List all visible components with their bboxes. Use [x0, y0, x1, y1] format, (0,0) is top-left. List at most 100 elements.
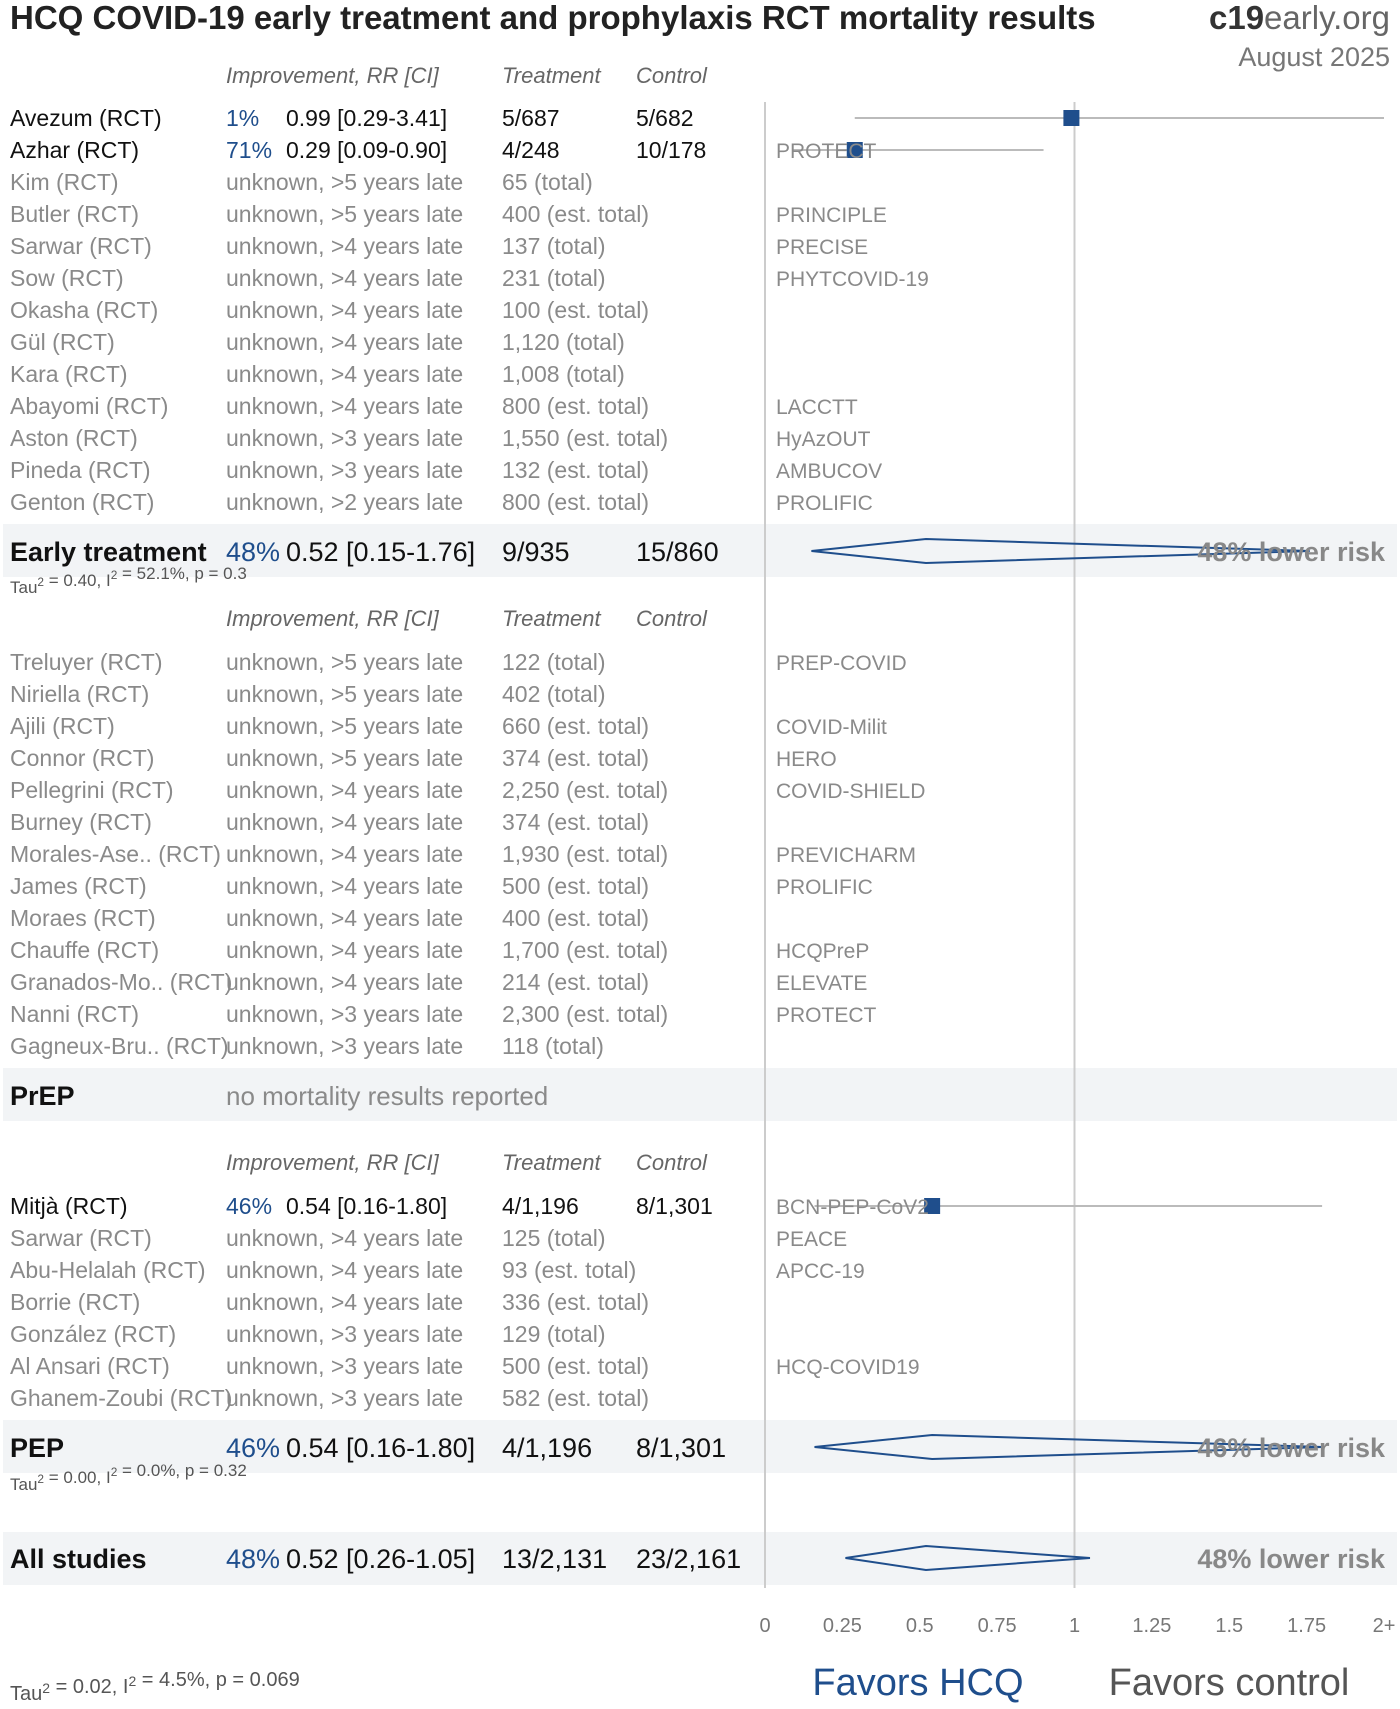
study-name: Genton (RCT) [10, 489, 154, 515]
study-name: Moraes (RCT) [10, 905, 156, 931]
study-trial-name: PRINCIPLE [776, 204, 887, 227]
study-name: Butler (RCT) [10, 201, 139, 227]
study-trial-name: AMBUCOV [776, 460, 882, 483]
study-treatment: 137 (total) [502, 233, 606, 259]
report-date: August 2025 [1238, 42, 1390, 72]
study-trial-name: PHYTCOVID-19 [776, 268, 929, 291]
summary-risk-text: 48% lower risk [1197, 537, 1386, 567]
study-name: Mitjà (RCT) [10, 1193, 128, 1219]
column-header-improvement: Improvement, RR [CI] [226, 606, 440, 631]
study-name: James (RCT) [10, 873, 147, 899]
study-status: unknown, >5 years late [226, 169, 463, 195]
study-treatment: 582 (est. total) [502, 1385, 649, 1411]
summary-label: Early treatment [10, 537, 207, 567]
summary-improvement-pct: 48% [226, 537, 280, 567]
x-tick-label: 1.25 [1132, 1615, 1171, 1637]
study-status: unknown, >3 years late [226, 1321, 463, 1347]
study-name: Borrie (RCT) [10, 1289, 140, 1315]
summary-treatment: 9/935 [502, 537, 570, 567]
study-treatment: 400 (est. total) [502, 905, 649, 931]
study-status: unknown, >3 years late [226, 1385, 463, 1411]
study-control: 5/682 [636, 105, 694, 131]
summary-note: no mortality results reported [226, 1081, 548, 1111]
overall-heterogeneity-stats: Tau2 = 0.02, I2 = 4.5%, p = 0.069 [10, 1669, 300, 1705]
study-status: unknown, >4 years late [226, 1289, 463, 1315]
site-logo: c19early.org [1209, 0, 1390, 36]
study-treatment: 129 (total) [502, 1321, 606, 1347]
study-treatment: 2,300 (est. total) [502, 1001, 668, 1027]
study-name: Ghanem-Zoubi (RCT) [10, 1385, 232, 1411]
study-status: unknown, >5 years late [226, 745, 463, 771]
study-treatment: 500 (est. total) [502, 873, 649, 899]
summary-band [3, 1068, 1397, 1121]
study-treatment: 4/248 [502, 137, 560, 163]
overall-band [3, 1532, 1397, 1585]
summary-control: 15/860 [636, 537, 719, 567]
overall-improvement-pct: 48% [226, 1544, 280, 1574]
study-name: Aston (RCT) [10, 425, 138, 451]
study-improvement-pct: 1% [226, 105, 259, 131]
study-status: unknown, >4 years late [226, 361, 463, 387]
study-treatment: 374 (est. total) [502, 809, 649, 835]
column-header-control: Control [636, 1150, 708, 1175]
study-status: unknown, >4 years late [226, 873, 463, 899]
overall-risk-text: 48% lower risk [1197, 1544, 1386, 1574]
study-trial-name: BCN-PEP-CoV2 [776, 1196, 929, 1219]
study-trial-name: ELEVATE [776, 972, 867, 995]
study-treatment: 1,550 (est. total) [502, 425, 668, 451]
study-name: Niriella (RCT) [10, 681, 149, 707]
favors-control-label: Favors control [1109, 1662, 1350, 1704]
study-status: unknown, >4 years late [226, 905, 463, 931]
study-status: unknown, >3 years late [226, 1001, 463, 1027]
summary-control: 8/1,301 [636, 1433, 726, 1463]
summary-diamond [814, 1433, 1323, 1461]
study-status: unknown, >4 years late [226, 1257, 463, 1283]
study-status: unknown, >3 years late [226, 1033, 463, 1059]
study-name: Sow (RCT) [10, 265, 124, 291]
study-status: unknown, >5 years late [226, 713, 463, 739]
study-name: Pineda (RCT) [10, 457, 151, 483]
column-header-control: Control [636, 63, 708, 88]
study-treatment: 1,120 (total) [502, 329, 625, 355]
heterogeneity-stats: Tau2 = 0.40, I2 = 52.1%, p = 0.3 [10, 564, 247, 597]
study-control: 10/178 [636, 137, 706, 163]
x-tick-label: 0 [759, 1615, 770, 1637]
study-status: unknown, >5 years late [226, 681, 463, 707]
study-name: Sarwar (RCT) [10, 233, 152, 259]
study-treatment: 5/687 [502, 105, 560, 131]
study-treatment: 4/1,196 [502, 1193, 579, 1219]
study-point [846, 142, 863, 158]
study-improvement-pct: 46% [226, 1193, 272, 1219]
study-name: Kim (RCT) [10, 169, 119, 195]
study-trial-name: PREP-COVID [776, 652, 907, 675]
study-name: Kara (RCT) [10, 361, 128, 387]
study-treatment: 65 (total) [502, 169, 593, 195]
study-trial-name: HCQPreP [776, 940, 869, 963]
study-name: Morales-Ase.. (RCT) [10, 841, 221, 867]
study-name: Al Ansari (RCT) [10, 1353, 170, 1379]
x-tick-label: 2+ [1373, 1615, 1396, 1637]
study-rr-ci: 0.54 [0.16-1.80] [286, 1193, 447, 1219]
study-name: Avezum (RCT) [10, 105, 162, 131]
column-header-control: Control [636, 606, 708, 631]
x-tick-label: 1.5 [1215, 1615, 1243, 1637]
study-status: unknown, >2 years late [226, 489, 463, 515]
study-point [1063, 110, 1080, 126]
overall-label: All studies [10, 1544, 147, 1574]
study-trial-name: APCC-19 [776, 1260, 865, 1283]
study-status: unknown, >3 years late [226, 425, 463, 451]
study-point [924, 1198, 941, 1214]
study-trial-name: PRECISE [776, 236, 868, 259]
study-treatment: 336 (est. total) [502, 1289, 649, 1315]
study-status: unknown, >4 years late [226, 233, 463, 259]
study-treatment: 374 (est. total) [502, 745, 649, 771]
x-tick-label: 0.75 [978, 1615, 1017, 1637]
study-name: Azhar (RCT) [10, 137, 139, 163]
overall-diamond [845, 1544, 1091, 1572]
x-tick-label: 0.5 [906, 1615, 934, 1637]
study-rr-ci: 0.29 [0.09-0.90] [286, 137, 447, 163]
x-tick-label: 1 [1069, 1615, 1080, 1637]
study-trial-name: PROLIFIC [776, 492, 873, 515]
study-treatment: 660 (est. total) [502, 713, 649, 739]
